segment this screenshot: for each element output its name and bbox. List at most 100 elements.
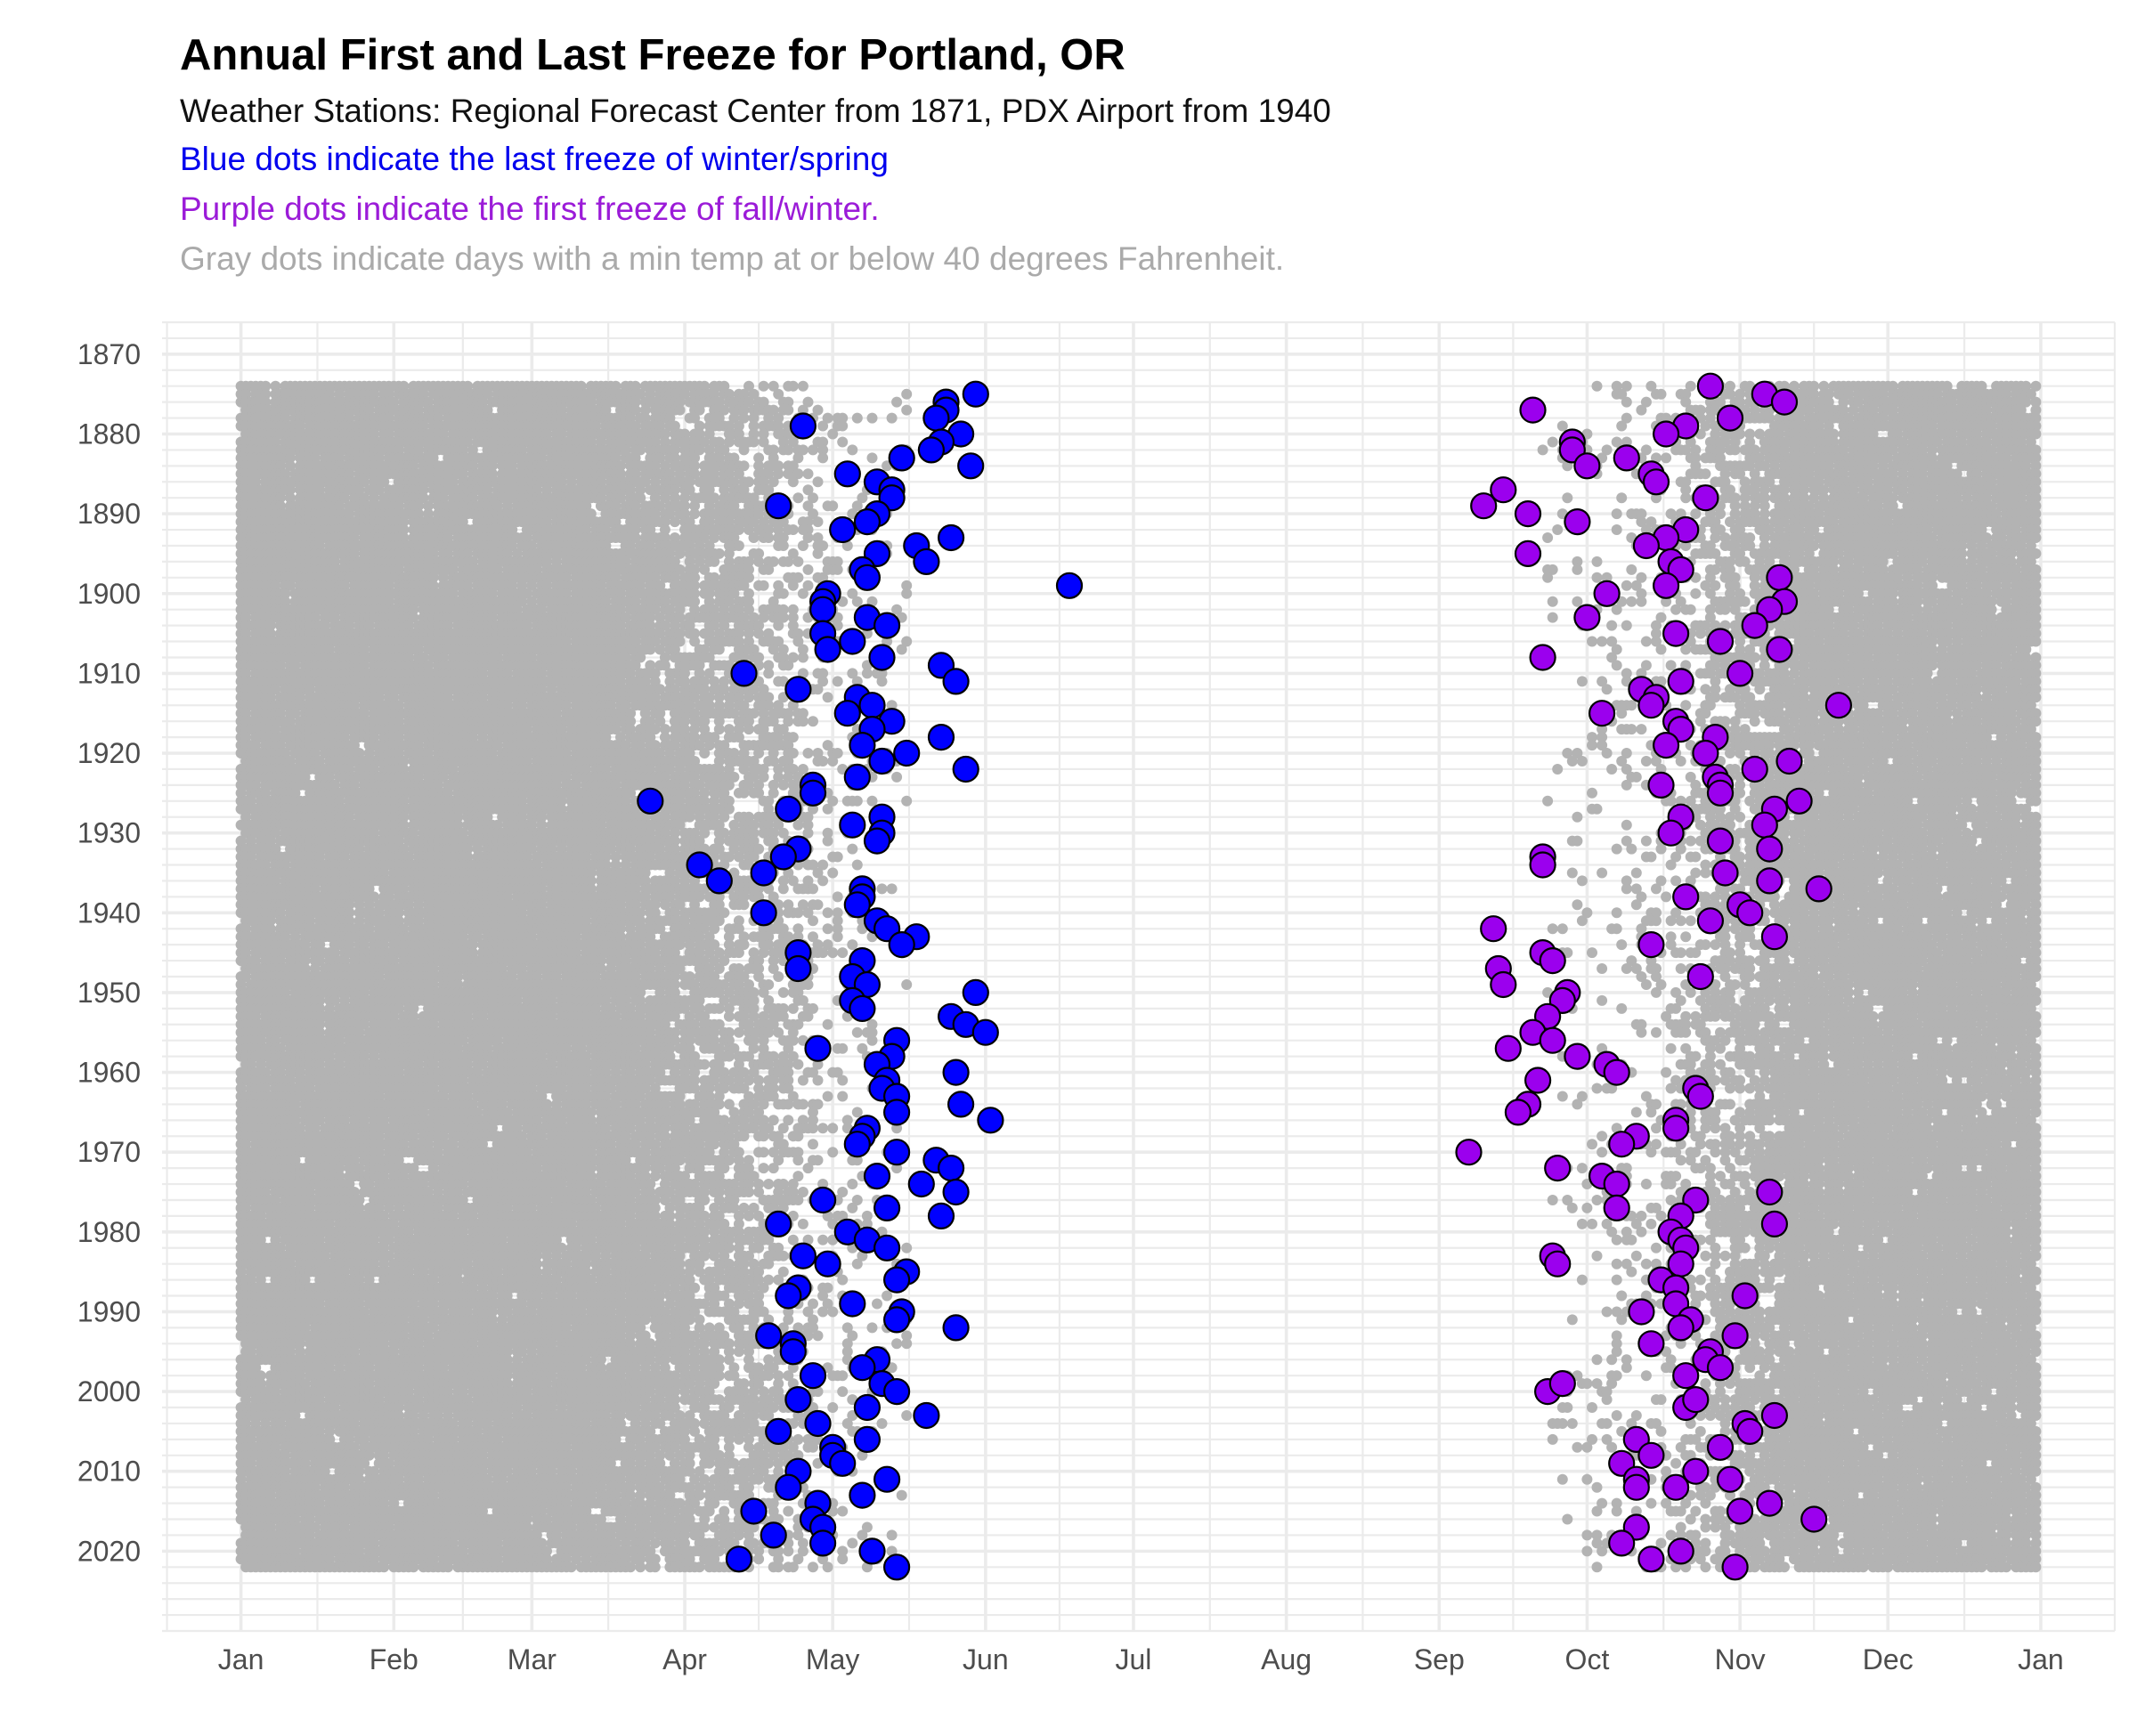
cold-day-dot [556,404,567,416]
cold-day-dot [1981,404,1992,416]
cold-day-dot [808,444,818,456]
cold-day-dot [797,380,808,392]
cold-day-dot [1621,396,1632,408]
cold-day-dot [1818,380,1830,392]
cold-day-dot [433,412,444,424]
cold-day-dot [1547,596,1558,607]
cold-day-dot [1808,388,1820,400]
cold-day-dot [477,396,488,408]
cold-day-dot [733,540,744,551]
cold-day-dot [1547,436,1558,448]
cold-day-dot [639,404,651,416]
cold-day-dot [1946,396,1958,408]
cold-day-dot [817,452,829,464]
subtitle-blue-note: Blue dots indicate the last freeze of wi… [180,141,889,178]
cold-day-dot [383,412,394,424]
cold-day-dot [797,588,808,599]
cold-day-dot [2020,396,2032,408]
cold-day-dot [575,380,587,392]
cold-day-dot [901,388,913,400]
cold-day-dot [886,412,898,424]
cold-day-dot [1552,524,1564,535]
cold-day-dot [901,404,913,416]
cold-day-dot [728,412,740,424]
cold-day-dot [1887,404,1898,416]
cold-day-dot [797,404,808,416]
cold-day-dot [1611,524,1622,535]
cold-day-dot [674,396,686,408]
cold-day-dot [1621,380,1632,392]
chart-title: Annual First and Last Freeze for Portlan… [180,30,1125,80]
cold-day-dot [1591,556,1603,567]
cold-day-dot [738,444,750,456]
cold-day-dot [2030,380,2042,392]
cold-day-dot [1719,604,1731,615]
cold-day-dot [777,588,789,599]
cold-day-dot [713,412,725,424]
cold-day-dot [689,412,701,424]
cold-day-dot [1611,380,1622,392]
cold-day-dot [1690,588,1702,599]
cold-day-dot [1661,412,1672,424]
cold-day-dot [1739,596,1751,607]
cold-day-dot [743,396,754,408]
cold-day-dot [630,404,641,416]
cold-day-dot [413,404,424,416]
cold-day-dot [645,388,656,400]
cold-day-dot [625,412,637,424]
cold-day-dot [669,420,680,432]
cold-day-dot [723,388,735,400]
cold-day-dot [482,388,493,400]
cold-day-dot [639,412,651,424]
cold-day-dot [270,380,281,392]
cold-day-dot [847,444,858,456]
cold-day-dot [713,396,725,408]
cold-day-dot [664,412,676,424]
cold-day-dot [783,404,794,416]
cold-day-dot [1704,412,1716,424]
cold-day-dot [240,388,252,400]
cold-day-dot [866,452,878,464]
cold-day-dot [1611,604,1622,615]
cold-day-dot [1976,380,1987,392]
cold-day-dot [2015,404,2027,416]
cold-day-dot [630,380,641,392]
subtitle-purple-note: Purple dots indicate the first freeze of… [180,191,880,228]
cold-day-dot [709,556,720,567]
cold-day-dot [260,388,272,400]
cold-day-dot [1690,508,1702,520]
cold-day-dot [768,404,779,416]
cold-day-dot [1843,388,1854,400]
cold-day-dot [1680,388,1692,400]
cold-day-dot [768,380,779,392]
cold-day-dot [1616,492,1628,504]
cold-day-dot [1887,380,1898,392]
cold-day-dot [423,396,434,408]
cold-day-dot [1636,596,1647,607]
cold-day-dot [1838,404,1849,416]
cold-day-dot [260,380,272,392]
cold-day-dot [773,388,784,400]
cold-day-dot [1636,404,1647,416]
cold-day-dot [851,596,863,607]
cold-day-dot [1853,396,1864,408]
cold-day-dot [1779,380,1790,392]
cold-day-dot [1621,620,1632,631]
cold-day-dot [837,436,849,448]
cold-day-dot [383,388,394,400]
cold-day-dot [1735,388,1746,400]
cold-day-dot [1789,380,1800,392]
cold-day-dot [585,396,597,408]
cold-day-dot [1572,564,1583,575]
cold-day-dot [748,436,760,448]
cold-day-dot [1562,492,1573,504]
cold-day-dot [280,412,291,424]
cold-day-dot [1626,596,1637,607]
cold-day-dot [363,404,375,416]
cold-day-dot [2020,380,2032,392]
cold-day-dot [1877,412,1889,424]
cold-day-dot [260,396,272,408]
cold-day-dot [1621,580,1632,591]
cold-day-dot [832,564,843,575]
cold-day-dot [1626,564,1637,575]
